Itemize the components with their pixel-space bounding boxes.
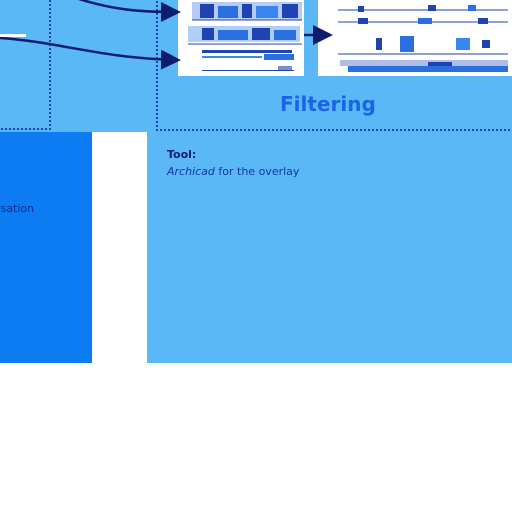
filtering-stage-frame [156, 0, 512, 131]
left-description-box: risation [0, 132, 92, 363]
filtered-drawing-sheet [318, 0, 512, 76]
left-box-text: risation [0, 202, 35, 215]
flow-arrow-lower [0, 36, 181, 70]
tool-heading: Tool: [167, 148, 197, 161]
arrow-source-stub [0, 34, 26, 37]
source-drawing-sheet [178, 0, 304, 76]
source-drawing-graphic [188, 2, 302, 71]
flow-arrow-upper [78, 0, 181, 22]
tool-software-name: Archicad [167, 165, 215, 178]
filtered-drawing-graphic [338, 5, 508, 72]
tool-description: Archicad for the overlay [167, 165, 299, 178]
tool-description-box: Tool: Archicad for the overlay [147, 132, 512, 363]
left-stage-frame [0, 0, 51, 130]
flow-arrows [0, 0, 333, 70]
filtering-title: Filtering [280, 92, 376, 116]
tool-purpose: for the overlay [214, 165, 300, 178]
